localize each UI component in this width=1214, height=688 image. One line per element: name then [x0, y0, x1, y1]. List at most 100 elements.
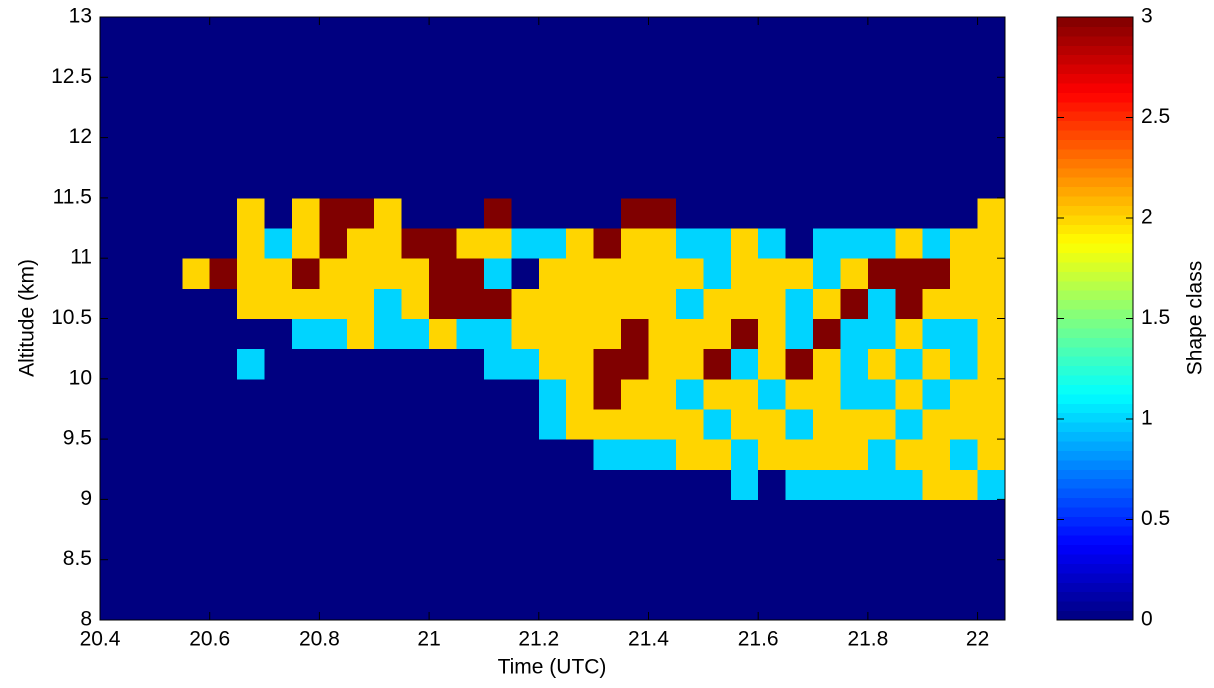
heatmap-cell	[566, 348, 595, 380]
heatmap-cell	[922, 197, 951, 229]
heatmap-cell	[483, 559, 512, 591]
heatmap-cell	[264, 47, 293, 78]
heatmap-cell	[813, 318, 841, 350]
heatmap-cell	[758, 559, 787, 591]
heatmap-cell	[127, 318, 156, 350]
heatmap-cell	[346, 167, 375, 199]
heatmap-cell	[621, 439, 649, 470]
heatmap-cell	[648, 348, 677, 380]
heatmap-cell	[758, 197, 787, 229]
heatmap-cell	[456, 559, 485, 591]
colorbar-step	[1057, 148, 1133, 159]
colorbar-step	[1057, 346, 1133, 357]
heatmap-cell	[456, 77, 485, 108]
heatmap-cell	[264, 348, 293, 380]
heatmap-cell	[703, 288, 732, 319]
heatmap-cell	[867, 197, 896, 229]
heatmap-cell	[840, 107, 869, 139]
heatmap-cell	[621, 137, 649, 169]
heatmap-cell	[730, 77, 759, 108]
heatmap-cell	[209, 197, 238, 229]
heatmap-cell	[154, 559, 183, 591]
colorbar-step	[1057, 535, 1133, 546]
heatmap-cell	[237, 197, 266, 229]
heatmap-cell	[621, 499, 649, 531]
heatmap-cell	[648, 137, 677, 169]
heatmap-cell	[182, 137, 211, 169]
heatmap-cell	[593, 559, 622, 591]
heatmap-cell	[566, 197, 595, 229]
heatmap-cell	[977, 47, 1006, 78]
heatmap-cell	[785, 378, 814, 410]
heatmap-cell	[374, 197, 403, 229]
heatmap-cell	[566, 469, 595, 500]
heatmap-cell	[703, 197, 732, 229]
heatmap-cell	[785, 47, 814, 78]
heatmap-cell	[154, 499, 183, 531]
heatmap-cell	[977, 258, 1006, 289]
heatmap-cell	[209, 47, 238, 78]
heatmap-cell	[237, 439, 266, 470]
heatmap-cell	[895, 137, 924, 169]
heatmap-cell	[813, 17, 841, 48]
y-tick-label: 12.5	[51, 65, 92, 88]
heatmap-cell	[100, 167, 128, 199]
heatmap-cell	[401, 197, 430, 229]
heatmap-cell	[264, 258, 293, 289]
heatmap-cell	[730, 17, 759, 48]
heatmap-cell	[538, 17, 567, 48]
heatmap-cell	[895, 77, 924, 108]
heatmap-cell	[483, 318, 512, 350]
heatmap-cell	[867, 348, 896, 380]
heatmap-cell	[621, 47, 649, 78]
heatmap-cell	[511, 559, 540, 591]
heatmap-cell	[538, 499, 567, 531]
heatmap-cell	[895, 107, 924, 139]
heatmap-cell	[977, 439, 1006, 470]
heatmap-cell	[346, 589, 375, 621]
heatmap-cell	[264, 499, 293, 531]
heatmap-cell	[264, 137, 293, 169]
heatmap-cell	[675, 288, 704, 319]
colorbar-step	[1057, 582, 1133, 593]
heatmap-cell	[813, 107, 841, 139]
heatmap-cell	[538, 167, 567, 199]
heatmap-cell	[703, 107, 732, 139]
heatmap-cell	[758, 499, 787, 531]
heatmap-cell	[566, 77, 595, 108]
heatmap-cell	[154, 589, 183, 621]
colorbar-step	[1057, 422, 1133, 433]
heatmap-cell	[785, 167, 814, 199]
heatmap-cell	[264, 439, 293, 470]
heatmap-cell	[840, 529, 869, 561]
heatmap-cell	[867, 258, 896, 289]
heatmap-cell	[977, 559, 1006, 591]
colorbar-step	[1057, 158, 1133, 169]
heatmap-cell	[621, 77, 649, 108]
heatmap-cell	[264, 167, 293, 199]
heatmap-cell	[566, 499, 595, 531]
heatmap-cell	[511, 499, 540, 531]
heatmap-cell	[785, 77, 814, 108]
heatmap-cell	[483, 137, 512, 169]
colorbar-label: Shape class	[1184, 261, 1207, 375]
heatmap-cell	[346, 318, 375, 350]
colorbar-step	[1057, 356, 1133, 367]
y-tick-label: 11	[70, 246, 92, 269]
heatmap-cell	[291, 228, 320, 259]
heatmap-cell	[895, 288, 924, 319]
heatmap-cell	[127, 17, 156, 48]
heatmap-cell	[374, 137, 403, 169]
heatmap-cell	[566, 258, 595, 289]
heatmap-cell	[648, 318, 677, 350]
y-tick-label: 12	[69, 125, 92, 148]
heatmap-cell	[291, 197, 320, 229]
heatmap-cell	[785, 439, 814, 470]
heatmap-cell	[867, 318, 896, 350]
x-axis-label: Time (UTC)	[498, 656, 607, 679]
heatmap-cell	[182, 469, 211, 500]
heatmap-cell	[429, 258, 458, 289]
heatmap-cell	[785, 17, 814, 48]
heatmap-cell	[182, 167, 211, 199]
heatmap-cell	[758, 408, 787, 440]
